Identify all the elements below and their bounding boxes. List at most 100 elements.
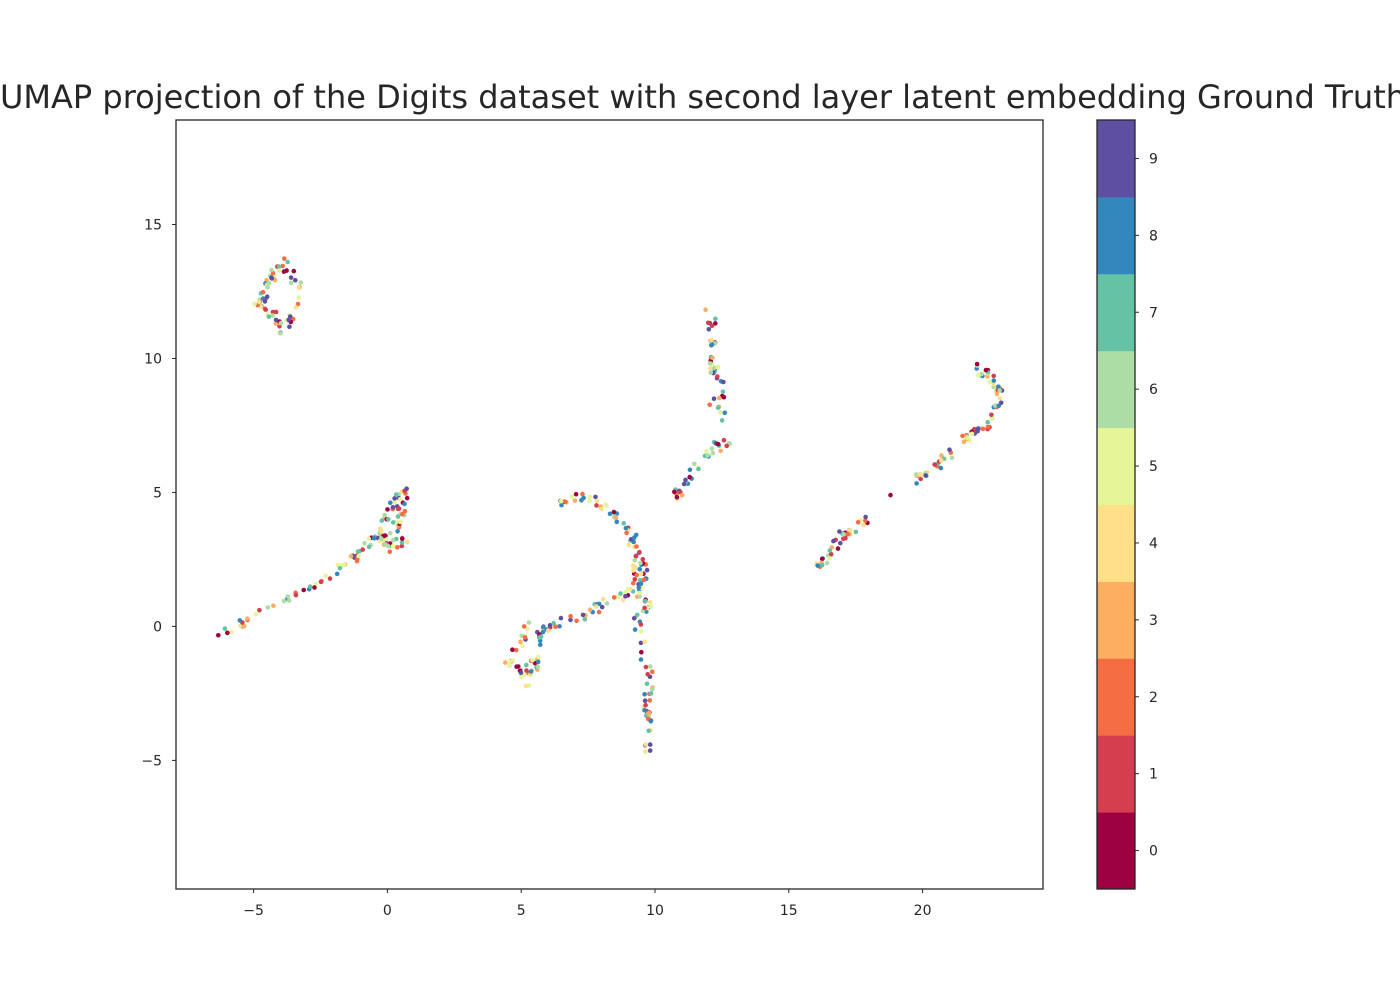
data-point: [642, 692, 647, 697]
data-point: [293, 277, 298, 283]
data-point: [965, 435, 970, 441]
data-point: [997, 388, 1002, 393]
data-point: [280, 263, 286, 269]
data-point: [269, 267, 274, 273]
data-point: [604, 601, 610, 606]
data-point: [692, 461, 697, 467]
data-point: [707, 361, 713, 366]
data-point: [393, 492, 399, 497]
colorbar: 0 1 2 3 4 5 6 7 8 9: [1096, 119, 1158, 890]
data-point: [399, 543, 405, 549]
data-point: [596, 609, 602, 615]
colorbar-tick-label: 6: [1149, 382, 1158, 398]
data-point: [551, 620, 556, 626]
data-point: [301, 587, 307, 593]
data-point: [281, 598, 287, 604]
data-point: [392, 499, 398, 505]
data-point: [709, 446, 715, 451]
data-point: [524, 662, 529, 668]
data-point: [841, 532, 847, 537]
data-point: [541, 624, 546, 629]
x-tick-label: 15: [780, 903, 798, 919]
data-point: [402, 501, 407, 507]
data-point: [599, 604, 605, 610]
data-point: [648, 718, 654, 724]
data-point: [642, 605, 647, 611]
data-point: [507, 663, 512, 669]
data-point: [709, 343, 714, 348]
data-point: [341, 562, 347, 567]
data-point: [650, 686, 655, 692]
data-point: [507, 659, 512, 665]
y-tick-label: 15: [144, 217, 162, 233]
colorbar-tick-label: 2: [1149, 690, 1158, 706]
data-point: [615, 594, 621, 600]
data-point: [404, 495, 410, 501]
data-point: [647, 599, 653, 605]
data-point: [395, 545, 400, 550]
data-point: [705, 320, 711, 326]
data-point: [293, 305, 299, 310]
data-point: [634, 572, 639, 578]
data-point: [278, 320, 284, 326]
y-tick-label: 10: [144, 351, 162, 367]
data-point: [611, 595, 617, 600]
data-point: [713, 321, 718, 326]
data-point: [265, 285, 270, 290]
data-point: [264, 294, 270, 300]
data-point: [827, 548, 833, 553]
data-point: [348, 554, 354, 559]
data-point: [819, 556, 825, 562]
data-point: [709, 337, 714, 343]
data-point: [837, 529, 842, 534]
data-point: [313, 581, 319, 587]
data-point: [536, 654, 541, 660]
colorbar-tick-label: 5: [1149, 459, 1158, 475]
data-point: [404, 486, 409, 492]
colorbar-tick-label: 4: [1149, 536, 1158, 552]
plot-area: [175, 119, 1044, 890]
data-point: [257, 607, 262, 613]
colorbar-tick-label: 9: [1149, 151, 1158, 167]
data-point: [644, 567, 650, 573]
colorbar-segment: [1097, 120, 1135, 198]
data-point: [530, 657, 535, 663]
data-point: [607, 511, 613, 517]
data-point: [706, 327, 712, 332]
data-point: [632, 558, 637, 563]
data-point: [538, 634, 544, 639]
data-point: [323, 573, 329, 579]
data-point: [513, 647, 519, 653]
colorbar-segment: [1097, 196, 1135, 275]
data-point: [273, 317, 279, 323]
data-point: [573, 491, 579, 497]
data-point: [709, 323, 715, 329]
data-point: [620, 597, 626, 603]
data-point: [983, 367, 989, 373]
colorbar-tick-label: 1: [1149, 767, 1158, 783]
data-point: [637, 549, 642, 555]
data-point: [587, 494, 592, 500]
data-point: [518, 639, 523, 645]
data-point: [379, 536, 384, 541]
chart-title: UMAP projection of the Digits dataset wi…: [0, 78, 1400, 116]
data-point: [337, 566, 343, 571]
data-point: [888, 492, 893, 498]
y-tick-label: −5: [141, 753, 162, 769]
data-point: [998, 400, 1004, 406]
data-point: [708, 366, 713, 371]
colorbar-tick-label: 8: [1149, 228, 1158, 244]
data-point: [638, 571, 644, 576]
data-point: [932, 462, 938, 467]
colorbar-segment: [1097, 658, 1135, 736]
data-point: [991, 373, 996, 379]
y-tick-label: 0: [153, 619, 162, 635]
data-point: [269, 275, 274, 280]
data-point: [385, 507, 390, 512]
data-point: [518, 670, 524, 676]
data-point: [238, 623, 243, 629]
data-point: [632, 627, 638, 632]
data-point: [938, 465, 944, 471]
colorbar-segment: [1097, 427, 1135, 505]
